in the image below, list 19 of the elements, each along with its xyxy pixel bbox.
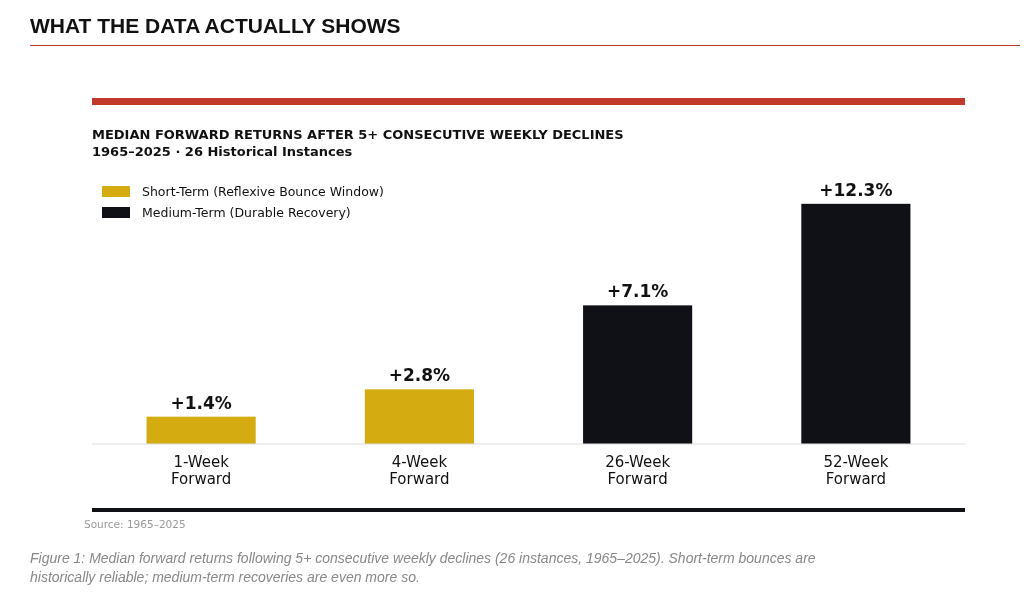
x-tick-label: 52-Week Forward [823, 453, 889, 488]
chart-subtitle: MEDIAN FORWARD RETURNS AFTER 5+ CONSECUTIVE WEEKLY DECLINES [92, 127, 624, 142]
x-tick-label: 1-Week Forward [170, 453, 232, 488]
source-note: Source: 1965–2025 [84, 518, 186, 530]
data-label: +1.4% [170, 392, 232, 413]
data-label: +7.1% [606, 281, 669, 302]
x-tick-label: 4-Week Forward [389, 453, 450, 488]
legend-label: Short-Term (Reflexive Bounce Window) [142, 184, 384, 199]
bar [364, 389, 474, 444]
bar [583, 305, 693, 444]
bar [801, 203, 911, 444]
data-label: +12.3% [819, 179, 893, 200]
x-tick-label: 26-Week Forward [605, 453, 671, 488]
chart-title: WHAT THE DATA ACTUALLY SHOWS [30, 14, 401, 37]
legend-label: Medium-Term (Durable Recovery) [142, 205, 351, 220]
text: 1965–2025 · 26 Historical Instances [92, 144, 353, 159]
bar [146, 416, 256, 444]
caption: Figure 1: Median forward returns following 5+ consecutive weekly declines (26 instances, 1965–2025). Short-term bounces are historically reliable; medium-term recoveries are even more so. [30, 550, 816, 585]
data-label: +2.8% [388, 365, 451, 386]
